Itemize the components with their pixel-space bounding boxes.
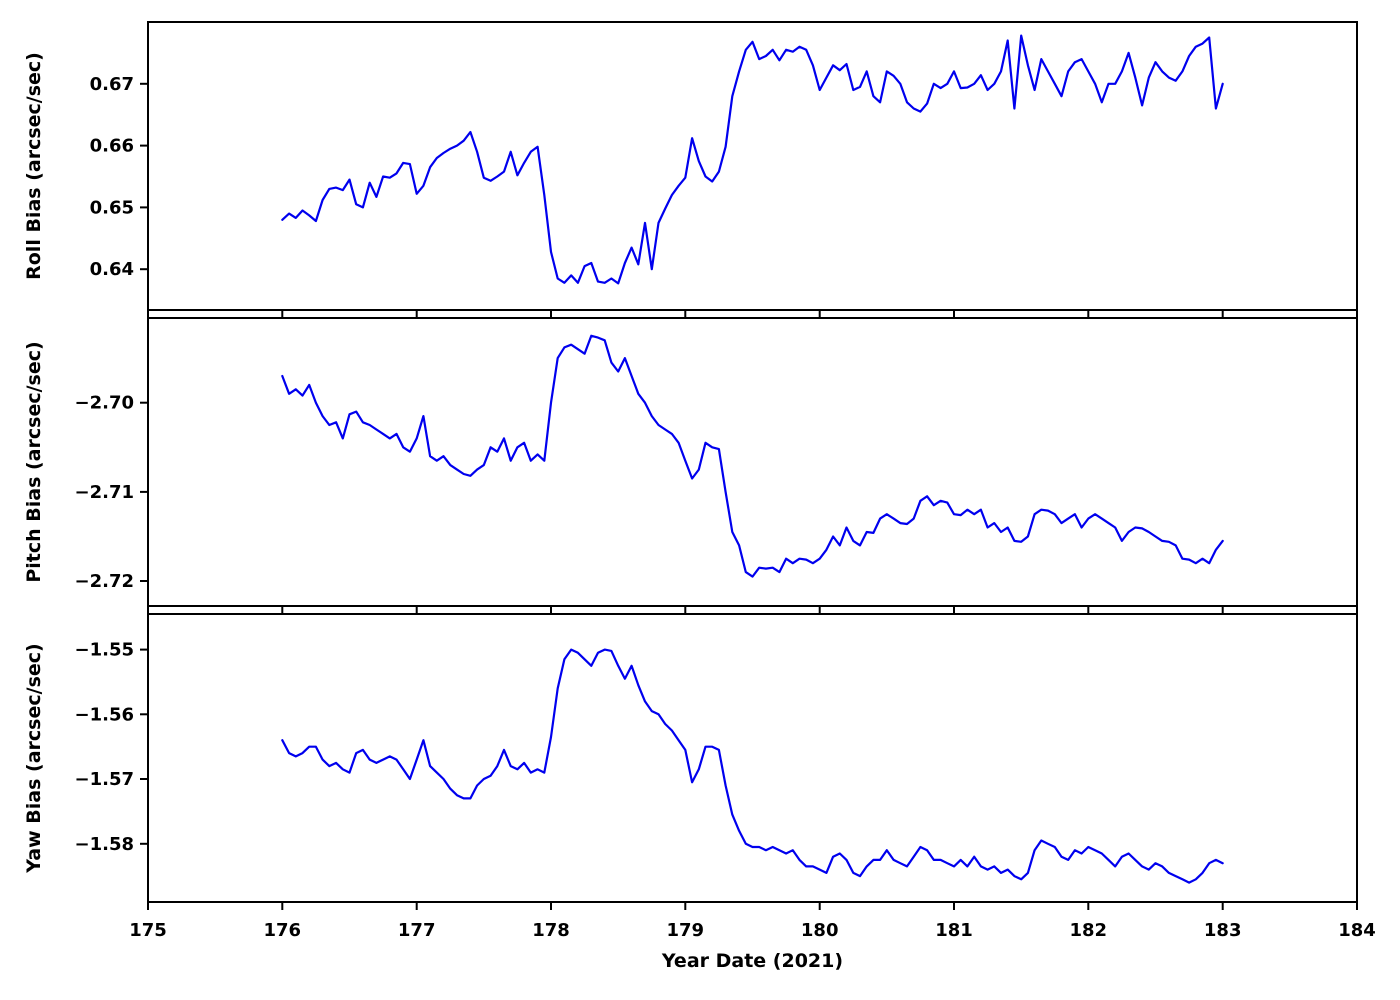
y-tick-label: 0.67 xyxy=(90,74,134,95)
y-tick-label: −2.70 xyxy=(75,393,135,414)
y-tick-label: −1.56 xyxy=(75,704,135,725)
x-tick-label: 179 xyxy=(667,920,705,941)
y-tick-label: −2.71 xyxy=(75,482,135,503)
panel-roll: 0.64 0.65 0.66 0.67 xyxy=(90,21,1358,318)
y-tick-label: 0.64 xyxy=(90,259,134,280)
x-tick-label: 183 xyxy=(1204,920,1242,941)
panel-border xyxy=(147,21,1358,311)
xlabel-year-date: Year Date (2021) xyxy=(661,950,844,972)
yaw-bias-line xyxy=(281,648,1224,884)
y-tick-label: −1.55 xyxy=(75,640,135,661)
x-tick-label: 181 xyxy=(935,920,973,941)
ylabel-roll-bias: Roll Bias (arcsec/sec) xyxy=(23,52,45,280)
y-tick-label: −1.58 xyxy=(75,834,135,855)
x-tick-label: 175 xyxy=(129,920,167,941)
y-tick-label: 0.66 xyxy=(90,136,134,157)
y-tick-label: 0.65 xyxy=(90,197,134,218)
panel-pitch: −2.70 −2.71 −2.72 xyxy=(75,317,1358,614)
ylabel-yaw-bias: Yaw Bias (arcsec/sec) xyxy=(23,643,45,873)
panel-yaw: −1.55 −1.56 −1.57 −1.58 175 176 177 178 179 180 18… xyxy=(75,613,1376,941)
x-tick-label: 182 xyxy=(1070,920,1108,941)
x-tick-label: 177 xyxy=(398,920,436,941)
x-tick-label: 176 xyxy=(264,920,302,941)
ylabel-pitch-bias: Pitch Bias (arcsec/sec) xyxy=(23,341,45,583)
pitch-bias-line xyxy=(281,334,1224,578)
x-tick-label: 178 xyxy=(532,920,570,941)
x-tick-label: 184 xyxy=(1338,920,1376,941)
roll-bias-line xyxy=(281,34,1224,285)
y-tick-label: −1.57 xyxy=(75,769,135,790)
panel-border xyxy=(147,317,1358,607)
y-tick-label: −2.72 xyxy=(75,571,135,592)
x-tick-label: 180 xyxy=(801,920,839,941)
panel-border xyxy=(147,613,1358,903)
